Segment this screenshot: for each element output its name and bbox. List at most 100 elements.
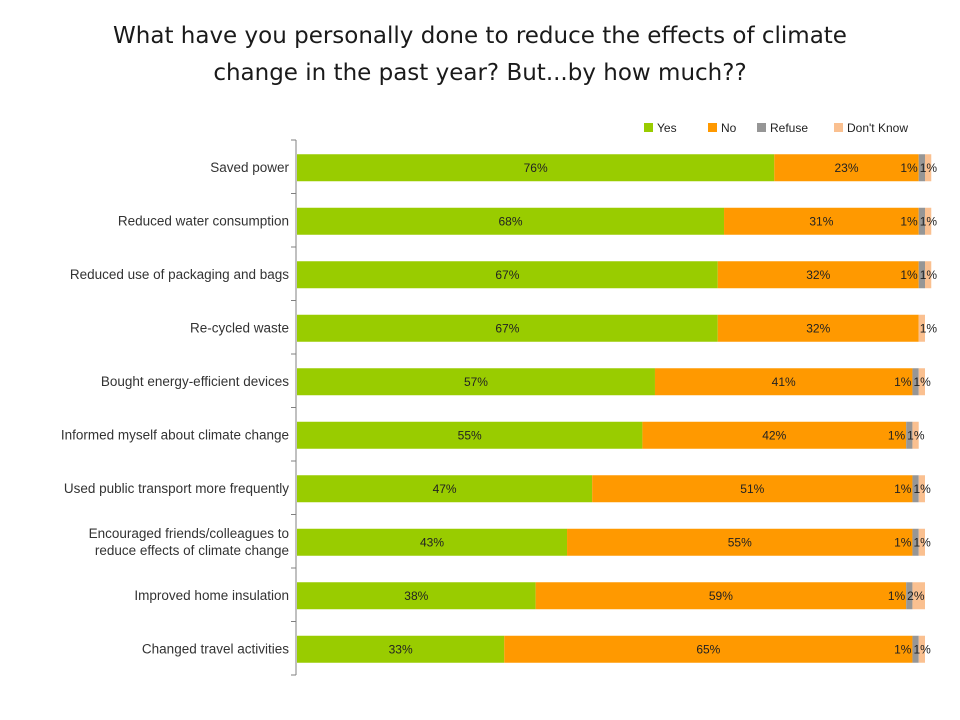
bar-don-t-know-bought-energy-efficient-devices — [918, 368, 925, 396]
bar-refuse-reduced-use-of-packaging-and-bags — [918, 261, 925, 289]
data-label-yes-encouraged-friends-colleagues-to-reduce-effects-of-climate-change: 43% — [420, 535, 444, 549]
data-label-dont-know-reduced-water-consumption: 1% — [920, 214, 938, 228]
data-label-no-saved-power: 23% — [834, 161, 858, 175]
legend-swatch-no — [708, 123, 717, 132]
category-label-improved-home-insulation: Improved home insulation — [134, 588, 289, 603]
data-label-refuse-reduced-use-of-packaging-and-bags: 1% — [900, 268, 918, 282]
bar-no-improved-home-insulation — [535, 582, 907, 610]
bar-don-t-know-improved-home-insulation — [912, 582, 925, 610]
data-label-no-informed-myself-about-climate-change: 42% — [762, 428, 786, 442]
bar-don-t-know-informed-myself-about-climate-change — [912, 421, 919, 449]
data-label-yes-informed-myself-about-climate-change: 55% — [458, 428, 482, 442]
data-label-refuse-saved-power: 1% — [900, 161, 918, 175]
chart-title-line-1: What have you personally done to reduce … — [113, 23, 847, 49]
data-label-no-reduced-use-of-packaging-and-bags: 32% — [806, 268, 830, 282]
bar-no-bought-energy-efficient-devices — [654, 368, 913, 396]
bar-no-used-public-transport-more-frequently — [592, 475, 913, 503]
legend-swatch-don-t-know — [834, 123, 843, 132]
data-label-dont-know-improved-home-insulation: 2% — [907, 589, 925, 603]
chart-title: What have you personally done to reduce … — [40, 18, 920, 92]
data-label-refuse-encouraged-friends-colleagues-to-reduce-effects-of-climate-change: 1% — [894, 535, 912, 549]
bar-yes-re-cycled-waste — [297, 314, 718, 342]
category-label-changed-travel-activities: Changed travel activities — [142, 641, 289, 656]
data-label-yes-changed-travel-activities: 33% — [389, 642, 413, 656]
data-label-yes-saved-power: 76% — [524, 161, 548, 175]
bar-no-saved-power — [774, 154, 919, 182]
data-label-refuse-informed-myself-about-climate-change: 1% — [888, 428, 906, 442]
bar-no-reduced-water-consumption — [724, 207, 919, 235]
legend: Yes No Refuse Don't Know — [644, 121, 908, 135]
data-label-yes-improved-home-insulation: 38% — [404, 589, 428, 603]
category-label-saved-power: Saved power — [210, 160, 289, 175]
bar-yes-saved-power — [297, 154, 775, 182]
data-label-yes-bought-energy-efficient-devices: 57% — [464, 375, 488, 389]
data-label-dont-know-bought-energy-efficient-devices: 1% — [913, 375, 931, 389]
data-label-no-bought-energy-efficient-devices: 41% — [772, 375, 796, 389]
bar-don-t-know-encouraged-friends-colleagues-to-reduce-effects-of-climate-change — [918, 528, 925, 556]
bar-yes-informed-myself-about-climate-change — [297, 421, 643, 449]
bar-don-t-know-reduced-water-consumption — [925, 207, 932, 235]
bar-don-t-know-re-cycled-waste — [918, 314, 925, 342]
data-label-refuse-improved-home-insulation: 1% — [888, 589, 906, 603]
data-label-no-used-public-transport-more-frequently: 51% — [740, 482, 764, 496]
data-label-dont-know-re-cycled-waste: 1% — [920, 321, 938, 335]
data-label-dont-know-informed-myself-about-climate-change: 1% — [907, 428, 925, 442]
chart-title-line-2: change in the past year? But...by how mu… — [213, 60, 747, 86]
bar-refuse-saved-power — [918, 154, 925, 182]
bars-area: 76% 23% 1% 1%68% 31% 1% 1%67% 32% 1% 1%67% 32% 1%57… — [297, 154, 937, 663]
legend-swatch-refuse — [757, 123, 766, 132]
bar-yes-encouraged-friends-colleagues-to-reduce-effects-of-climate-change — [297, 528, 568, 556]
bar-refuse-used-public-transport-more-frequently — [912, 475, 919, 503]
bar-yes-reduced-use-of-packaging-and-bags — [297, 261, 718, 289]
category-label-re-cycled-waste: Re-cycled waste — [190, 320, 289, 335]
bar-don-t-know-reduced-use-of-packaging-and-bags — [925, 261, 932, 289]
bar-yes-improved-home-insulation — [297, 582, 536, 610]
bar-refuse-informed-myself-about-climate-change — [906, 421, 913, 449]
bar-yes-reduced-water-consumption — [297, 207, 725, 235]
legend-swatch-yes — [644, 123, 653, 132]
data-label-refuse-used-public-transport-more-frequently: 1% — [894, 482, 912, 496]
legend-label-don-t-know: Don't Know — [847, 121, 908, 135]
category-axis: Saved power Reduced water consumption Redu… — [61, 139, 297, 676]
bar-no-re-cycled-waste — [717, 314, 919, 342]
bar-no-changed-travel-activities — [504, 635, 913, 663]
bar-refuse-encouraged-friends-colleagues-to-reduce-effects-of-climate-change — [912, 528, 919, 556]
data-label-dont-know-saved-power: 1% — [920, 161, 938, 175]
legend-label-yes: Yes — [657, 121, 677, 135]
data-label-refuse-changed-travel-activities: 1% — [894, 642, 912, 656]
category-label-encouraged-friends-colleagues-to-reduce-effects-of-climate-change: Encouraged friends/colleagues to reduce e… — [89, 526, 289, 558]
data-label-no-reduced-water-consumption: 31% — [809, 214, 833, 228]
category-label-bought-energy-efficient-devices: Bought energy-efficient devices — [101, 374, 289, 389]
bar-yes-changed-travel-activities — [297, 635, 505, 663]
data-label-no-improved-home-insulation: 59% — [709, 589, 733, 603]
data-label-yes-reduced-use-of-packaging-and-bags: 67% — [495, 268, 519, 282]
legend-label-no: No — [721, 121, 737, 135]
category-label-reduced-use-of-packaging-and-bags: Reduced use of packaging and bags — [70, 267, 289, 282]
data-label-refuse-reduced-water-consumption: 1% — [900, 214, 918, 228]
category-label-reduced-water-consumption: Reduced water consumption — [118, 213, 289, 228]
category-label-used-public-transport-more-frequently: Used public transport more frequently — [64, 481, 289, 496]
data-label-yes-used-public-transport-more-frequently: 47% — [433, 482, 457, 496]
data-label-yes-reduced-water-consumption: 68% — [499, 214, 523, 228]
data-label-dont-know-changed-travel-activities: 1% — [913, 642, 931, 656]
bar-don-t-know-used-public-transport-more-frequently — [918, 475, 925, 503]
data-label-dont-know-encouraged-friends-colleagues-to-reduce-effects-of-climate-change: 1% — [913, 535, 931, 549]
data-label-no-encouraged-friends-colleagues-to-reduce-effects-of-climate-change: 55% — [728, 535, 752, 549]
legend-label-refuse: Refuse — [770, 121, 808, 135]
bar-don-t-know-saved-power — [925, 154, 932, 182]
data-label-no-re-cycled-waste: 32% — [806, 321, 830, 335]
bar-don-t-know-changed-travel-activities — [918, 635, 925, 663]
bar-refuse-reduced-water-consumption — [918, 207, 925, 235]
bar-refuse-bought-energy-efficient-devices — [912, 368, 919, 396]
bar-no-informed-myself-about-climate-change — [642, 421, 907, 449]
bar-refuse-improved-home-insulation — [906, 582, 913, 610]
data-label-dont-know-reduced-use-of-packaging-and-bags: 1% — [920, 268, 938, 282]
data-label-dont-know-used-public-transport-more-frequently: 1% — [913, 482, 931, 496]
bar-no-reduced-use-of-packaging-and-bags — [717, 261, 919, 289]
bar-yes-used-public-transport-more-frequently — [297, 475, 593, 503]
category-label-informed-myself-about-climate-change: Informed myself about climate change — [61, 427, 289, 442]
data-label-no-changed-travel-activities: 65% — [696, 642, 720, 656]
bar-yes-bought-energy-efficient-devices — [297, 368, 655, 396]
data-label-yes-re-cycled-waste: 67% — [495, 321, 519, 335]
